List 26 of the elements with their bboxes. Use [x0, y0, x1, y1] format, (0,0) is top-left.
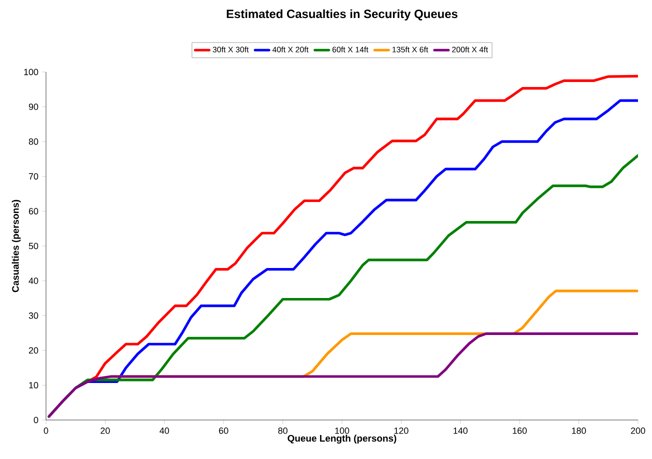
x-tick-label: 80 [278, 428, 288, 434]
x-tick-label: 180 [572, 428, 586, 434]
y-axis-title: Casualties (persons) [12, 200, 21, 292]
y-tick-label: 30 [28, 312, 38, 319]
y-tick-label: 60 [28, 208, 38, 214]
y-tick-label: 100 [24, 68, 38, 76]
x-tick-label: 0 [44, 428, 48, 434]
y-tick-label: 0 [34, 416, 38, 424]
y-tick-label: 90 [28, 104, 38, 110]
y-tick-label: 80 [28, 138, 38, 145]
x-tick-label: 60 [219, 428, 228, 434]
x-tick-label: 100 [335, 428, 350, 434]
x-tick-label: 160 [512, 428, 527, 434]
y-tick-label: 40 [28, 278, 38, 284]
x-axis-title: Queue Length (persons) [288, 434, 396, 444]
x-tick-label: 20 [100, 428, 110, 434]
chart-title: Estimated Casualties in Security Queues [226, 9, 458, 20]
line-series [48, 332, 638, 418]
x-tick-label: 40 [160, 428, 170, 434]
y-tick-label: 70 [28, 173, 38, 180]
x-tick-label: 120 [394, 428, 408, 434]
y-tick-label: 20 [28, 347, 38, 354]
x-tick-label: 140 [454, 428, 468, 434]
y-tick-label: 10 [29, 382, 38, 388]
x-tick-label: 200 [630, 428, 646, 434]
y-tick-label: 50 [28, 242, 38, 250]
